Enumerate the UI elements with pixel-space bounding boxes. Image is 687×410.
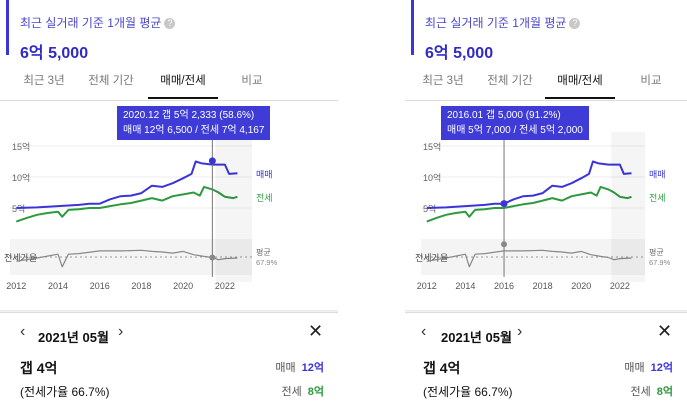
help-icon[interactable]: ? (569, 18, 581, 29)
detail-ratio: (전세가율 66.7%) (423, 385, 513, 399)
detail-gap: 갭 4억 (423, 360, 461, 376)
next-month-button[interactable]: › (118, 323, 124, 340)
tab-2[interactable]: 매매/전세 (148, 72, 218, 99)
help-icon[interactable]: ? (164, 18, 176, 29)
sale-series-line (16, 160, 238, 209)
y-tick-label: 10억 (12, 172, 30, 183)
tab-0[interactable]: 최근 3년 (23, 75, 65, 87)
chart-tooltip: 2020.12 갭 5억 2,333 (58.6%) 매매 12억 6,500 … (117, 106, 271, 140)
legend-jeonse: 전세 (649, 193, 666, 203)
accent-bar (411, 0, 414, 55)
tooltip-line-1: 2020.12 갭 5억 2,333 (58.6%) (123, 110, 255, 121)
tab-0[interactable]: 최근 3년 (422, 75, 464, 87)
cursor-ratio-marker (501, 241, 508, 248)
recent-shade (611, 132, 645, 282)
tooltip-line-2: 매매 5억 7,000 / 전세 5억 2,000 (447, 125, 583, 136)
panel-right: 최근 실거래 기준 1개월 평균? 6억 5,000 최근 3년 전체 기간 매매/… (405, 0, 687, 410)
y-tick-label: 15억 (423, 141, 441, 152)
jeonse-series-line (15, 185, 238, 223)
tab-1[interactable]: 전체 기간 (88, 75, 134, 87)
tooltip-line-1: 2016.01 갭 5,000 (91.2%) (447, 110, 561, 121)
x-tick-label: 2014 (455, 281, 475, 291)
x-tick-label: 2012 (6, 281, 26, 291)
panel-left: 최근 실거래 기준 1개월 평균? 6억 5,000 최근 3년 전체 기간 매매/… (0, 0, 338, 410)
ratio-series-line (426, 249, 632, 268)
tab-bar: 최근 3년 전체 기간 매매/전세 비교 (405, 72, 687, 101)
prev-month-button[interactable]: ‹ (421, 323, 427, 340)
sale-series-line (426, 160, 632, 209)
detail-gap: 갭 4억 (20, 360, 58, 376)
jeonse-series-line (426, 185, 632, 223)
x-tick-label: 2020 (173, 281, 193, 291)
x-tick-label: 2022 (610, 281, 630, 291)
cursor-marker (208, 157, 216, 165)
recent-shade (215, 132, 252, 282)
x-tick-label: 2022 (215, 281, 235, 291)
x-tick-label: 2016 (494, 281, 514, 291)
detail-panel: ‹ 2021년 05월 › ✕ 갭 4억 (전세가율 66.7%) 매매 12억 … (0, 312, 338, 410)
accent-bar (6, 0, 9, 55)
prev-month-button[interactable]: ‹ (20, 323, 26, 340)
legend-average: 평균 (256, 247, 271, 257)
chart-tooltip: 2016.01 갭 5,000 (91.2%) 매매 5억 7,000 / 전세… (441, 106, 589, 140)
ratio-axis-label: 전세가율 (4, 253, 37, 263)
detail-jeonse: 전세 8억 (630, 386, 674, 398)
detail-ratio: (전세가율 66.7%) (20, 385, 110, 399)
x-tick-label: 2012 (417, 281, 437, 291)
cursor-ratio-marker (209, 254, 216, 261)
legend-sale: 매매 (256, 169, 273, 179)
detail-date: 2021년 05월 (441, 330, 512, 345)
x-tick-label: 2018 (131, 281, 151, 291)
tab-2[interactable]: 매매/전세 (545, 72, 615, 99)
legend-jeonse: 전세 (256, 193, 273, 203)
header-value: 6억 5,000 (425, 45, 494, 62)
next-month-button[interactable]: › (517, 323, 523, 340)
x-tick-label: 2020 (571, 281, 591, 291)
x-tick-label: 2014 (48, 281, 68, 291)
detail-jeonse: 전세 8억 (281, 386, 325, 398)
tab-bar: 최근 3년 전체 기간 매매/전세 비교 (0, 72, 338, 101)
detail-date: 2021년 05월 (38, 330, 109, 345)
x-tick-label: 2016 (90, 281, 110, 291)
tab-3[interactable]: 비교 (241, 75, 263, 87)
legend-average: 평균 (649, 247, 664, 257)
tab-1[interactable]: 전체 기간 (487, 75, 533, 87)
close-icon[interactable]: ✕ (308, 321, 324, 341)
detail-panel: ‹ 2021년 05월 › ✕ 갭 4억 (전세가율 66.7%) 매매 12억 … (405, 312, 687, 410)
legend-sale: 매매 (649, 169, 666, 179)
tab-3[interactable]: 비교 (640, 75, 662, 87)
detail-sale: 매매 12억 (275, 362, 324, 374)
y-tick-label: 15억 (12, 141, 30, 152)
header-label: 최근 실거래 기준 1개월 평균? (20, 14, 176, 31)
header-value: 6억 5,000 (20, 45, 89, 62)
ratio-axis-label: 전세가율 (415, 253, 448, 263)
cursor-marker (500, 200, 508, 208)
detail-sale: 매매 12억 (624, 362, 673, 374)
close-icon[interactable]: ✕ (657, 321, 673, 341)
header-label: 최근 실거래 기준 1개월 평균? (425, 14, 581, 31)
legend-average-value: 67.9% (256, 258, 278, 267)
x-tick-label: 2018 (533, 281, 553, 291)
y-tick-label: 10억 (423, 172, 441, 183)
tooltip-line-2: 매매 12억 6,500 / 전세 7억 4,167 (123, 125, 265, 136)
legend-average-value: 67.9% (649, 258, 671, 267)
